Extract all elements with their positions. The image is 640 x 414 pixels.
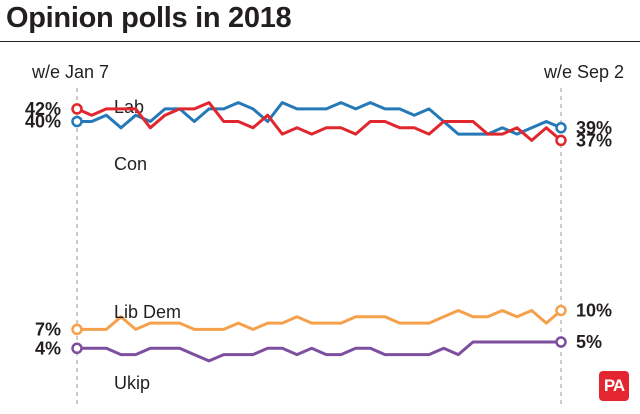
start-value-lab: 40% [25, 112, 61, 132]
end-value-lab: 39% [576, 118, 612, 138]
start-value-con: 42% [25, 99, 61, 119]
period-end-label: w/e Sep 2 [543, 62, 624, 82]
series-name-ukip: Ukip [114, 373, 150, 393]
start-marker-lib-dem [71, 323, 83, 336]
line-con [75, 101, 563, 142]
end-value-ukip: 5% [576, 332, 602, 352]
end-marker-con [555, 134, 567, 147]
pa-logo: PA [599, 371, 629, 401]
end-value-lib-dem: 10% [576, 301, 612, 321]
line-ukip [75, 340, 563, 363]
series-con: 42% 37% Con [25, 99, 612, 174]
end-marker-lab [555, 122, 567, 134]
series-lab: 40% 39%Lab [25, 97, 612, 138]
start-value-ukip: 4% [35, 338, 61, 358]
line-lib-dem [75, 309, 563, 331]
period-start-label: w/e Jan 7 [32, 62, 110, 82]
chart-title: Opinion polls in 2018 [6, 2, 292, 34]
end-marker-lib-dem [555, 304, 567, 317]
title-rule [0, 41, 640, 42]
series-name-con: Con [114, 154, 147, 174]
series-ukip: 4% 5% Ukip [35, 332, 602, 393]
start-value-lib-dem: 7% [35, 319, 61, 339]
start-marker-con [71, 103, 83, 115]
series-lib-dem: 7% 10% Lib Dem [35, 301, 612, 340]
start-marker-ukip [71, 342, 83, 355]
line-lab [75, 101, 563, 136]
series-name-lib-dem: Lib Dem [114, 302, 181, 322]
start-marker-lab [71, 115, 83, 128]
end-value-con: 37% [576, 130, 612, 150]
end-marker-ukip [555, 336, 567, 348]
